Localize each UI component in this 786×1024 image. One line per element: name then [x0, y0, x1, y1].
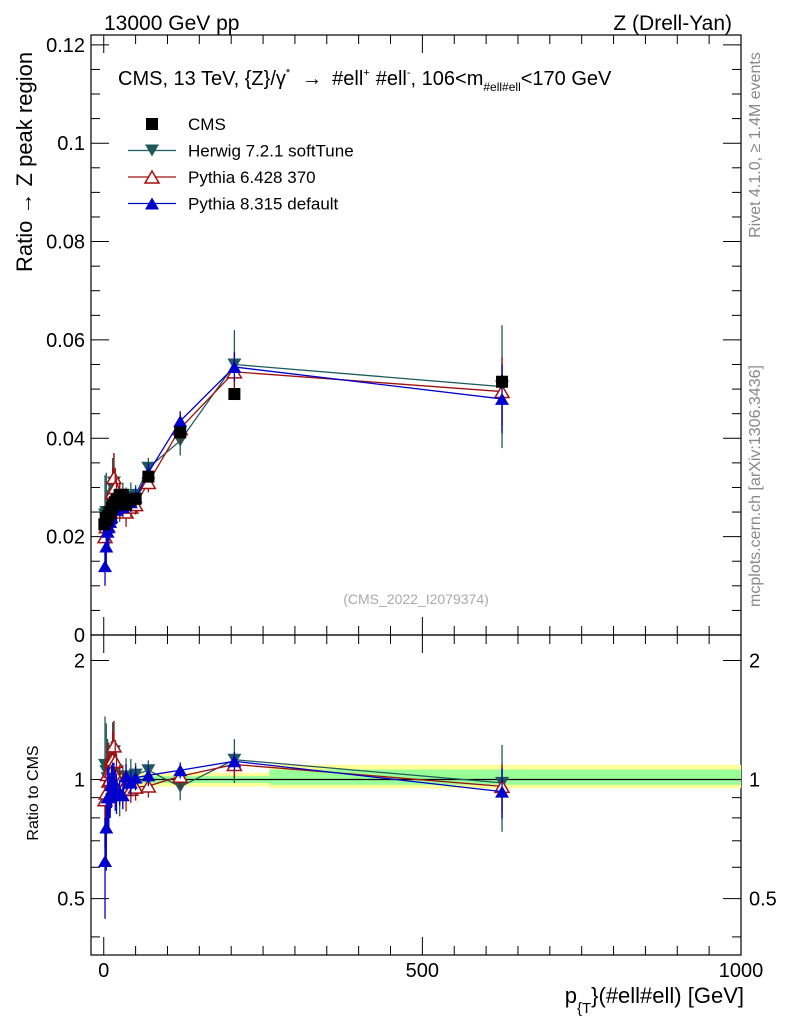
ratio-y-axis-label: Ratio to CMS: [25, 745, 42, 840]
y-tick-label: 0.1: [57, 133, 85, 155]
ratio-point: [106, 775, 121, 788]
x-axis-label: p{T}(#ell#ell) [GeV]: [565, 983, 744, 1017]
legend-label: Pythia 8.315 default: [188, 195, 339, 214]
ratio-plot-series: [96, 716, 511, 919]
ratio-point: [99, 821, 114, 834]
y-tick-label: 0.02: [46, 527, 85, 549]
ratio-series-pythia-8-315-default: [98, 752, 510, 919]
ratio-y-tick-label-right: 0.5: [749, 889, 777, 911]
process-label: Z (Drell-Yan): [613, 12, 732, 35]
series-line-pythia-8-315-default: [104, 366, 503, 567]
energy-label: 13000 GeV pp: [104, 12, 239, 35]
y-tick-label: 0.06: [46, 330, 85, 352]
legend-entry-herwig-7-2-1-softtune: Herwig 7.2.1 softTune: [128, 142, 354, 161]
ratio-point: [128, 771, 143, 784]
data-point: [228, 388, 241, 401]
data-point: [495, 392, 510, 405]
x-tick-label: 1000: [719, 960, 764, 982]
y-tick-label: 0: [74, 625, 85, 647]
data-point: [129, 492, 142, 505]
y-axis-label: Ratio → Z peak region: [12, 52, 37, 272]
legend-label: Herwig 7.2.1 softTune: [188, 142, 354, 161]
legend: CMS Herwig 7.2.1 softTune Pythia 6.428 370…: [128, 115, 354, 214]
rivet-version-label: Rivet 4.1.0, ≥ 1.4M events: [747, 52, 764, 238]
ratio-point: [141, 769, 156, 782]
y-tick-label: 0.12: [46, 35, 85, 57]
ratio-point: [173, 764, 188, 777]
legend-label: Pythia 6.428 370: [188, 168, 316, 187]
ratio-point: [115, 789, 130, 802]
legend-entry-cms: CMS: [146, 115, 226, 134]
data-point: [496, 375, 509, 388]
ratio-plot-frame: [90, 634, 742, 956]
data-point: [174, 426, 187, 439]
legend-entry-pythia-6-428-370: Pythia 6.428 370: [128, 168, 316, 187]
data-point: [99, 540, 114, 553]
series-herwig-7-2-1-softtune: [98, 325, 510, 554]
ratio-point: [106, 753, 124, 769]
ratio-y-tick-label-right: 2: [749, 650, 760, 672]
ratio-point: [227, 755, 242, 768]
data-point: [98, 560, 113, 573]
plot-title: CMS, 13 TeV, {Z}/γ* → #ell+ #ell-, 106<m#el…: [118, 67, 612, 94]
ratio-y-tick-label: 1: [74, 770, 85, 792]
series-pythia-6-428-370: [96, 352, 511, 562]
series-line-pythia-6-428-370: [104, 371, 503, 537]
x-tick-label: 500: [406, 960, 439, 982]
main-plot-series: [96, 325, 511, 586]
series-cms: [98, 374, 509, 531]
legend-label: CMS: [188, 115, 226, 134]
ratio-point: [495, 785, 510, 798]
ratio-point: [98, 855, 113, 868]
plot-frames: [90, 34, 742, 956]
ratio-y-tick-label-right: 1: [749, 770, 760, 792]
y-tick-label: 0.08: [46, 232, 85, 254]
legend-marker: [145, 144, 159, 157]
data-point: [173, 415, 188, 428]
data-point: [142, 470, 155, 483]
legend-marker: [146, 118, 158, 130]
legend-marker: [145, 197, 159, 210]
data-point: [227, 360, 242, 373]
ratio-point: [105, 738, 123, 753]
mcplots-label: mcplots.cern.ch [arXiv:1306.3436]: [747, 365, 764, 607]
ratio-y-tick-label: 0.5: [57, 889, 85, 911]
legend-entry-pythia-8-315-default: Pythia 8.315 default: [128, 195, 339, 214]
x-tick-label: 0: [98, 960, 109, 982]
y-tick-label: 0.04: [46, 428, 85, 450]
legend-marker: [143, 169, 161, 184]
analysis-id: (CMS_2022_I2079374): [343, 591, 489, 607]
ratio-y-tick-label: 2: [74, 650, 85, 672]
axis-ticks: 0 0.02 0.04 0.06 0.08 0.1 0.12 0 500 1000 0.5 0.5 1 1…: [46, 35, 777, 982]
